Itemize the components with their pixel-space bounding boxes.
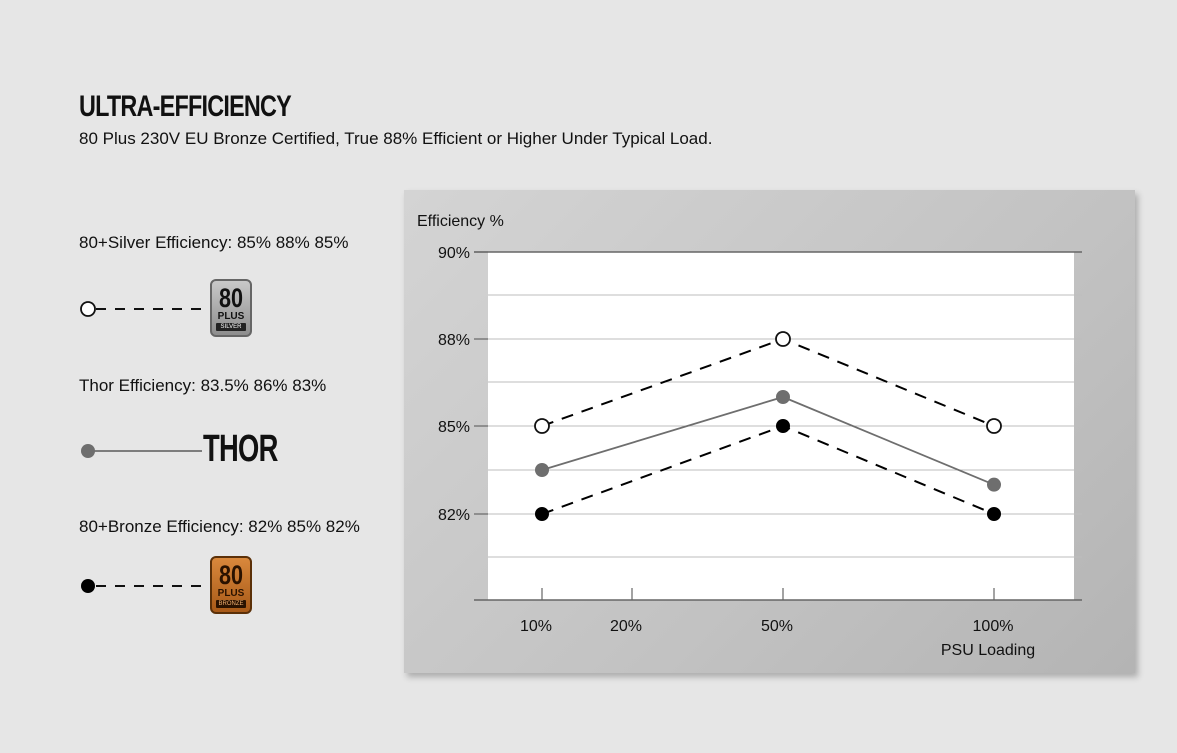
y-axis-label: Efficiency % [417,213,504,230]
data-point [775,331,791,347]
x-tick-label: 20% [610,618,642,635]
y-tick-label: 90% [438,245,470,262]
legend-label-silver: 80+Silver Efficiency: 85% 88% 85% [79,233,349,252]
efficiency-chart: 90% 88% 85% 82% 10% 20% 50% 100% Efficiency % PSU… [417,213,1082,659]
data-point [986,418,1002,434]
data-point [534,418,550,434]
80plus-bronze-badge: 80 PLUS BRONZE [210,556,252,614]
x-tick-label: 50% [761,618,793,635]
x-tick-label: 10% [520,618,552,635]
x-tick-label: 100% [973,618,1014,635]
data-point [776,419,790,433]
data-point [535,463,549,477]
x-axis-label: PSU Loading [941,642,1035,659]
y-tick-label: 85% [438,419,470,436]
y-tick-label: 88% [438,332,470,349]
data-point [987,477,1001,492]
legend-swatch-silver [80,301,208,317]
page-title: ULTRA-EFFICIENCY [79,90,292,123]
80plus-silver-badge: 80 PLUS SILVER [210,279,252,337]
legend-swatch-thor [81,444,202,458]
data-point [987,507,1001,521]
legend-label-bronze: 80+Bronze Efficiency: 82% 85% 82% [79,517,360,536]
y-tick-label: 82% [438,507,470,524]
legend-swatch-bronze [81,579,208,593]
page-subtitle: 80 Plus 230V EU Bronze Certified, True 8… [79,129,713,148]
data-point [535,507,549,521]
chart-panel: 90% 88% 85% 82% 10% 20% 50% 100% Efficiency % PSU… [404,190,1135,673]
thor-logo: THOR [203,428,278,470]
data-point [776,390,790,404]
legend-label-thor: Thor Efficiency: 83.5% 86% 83% [79,376,327,395]
